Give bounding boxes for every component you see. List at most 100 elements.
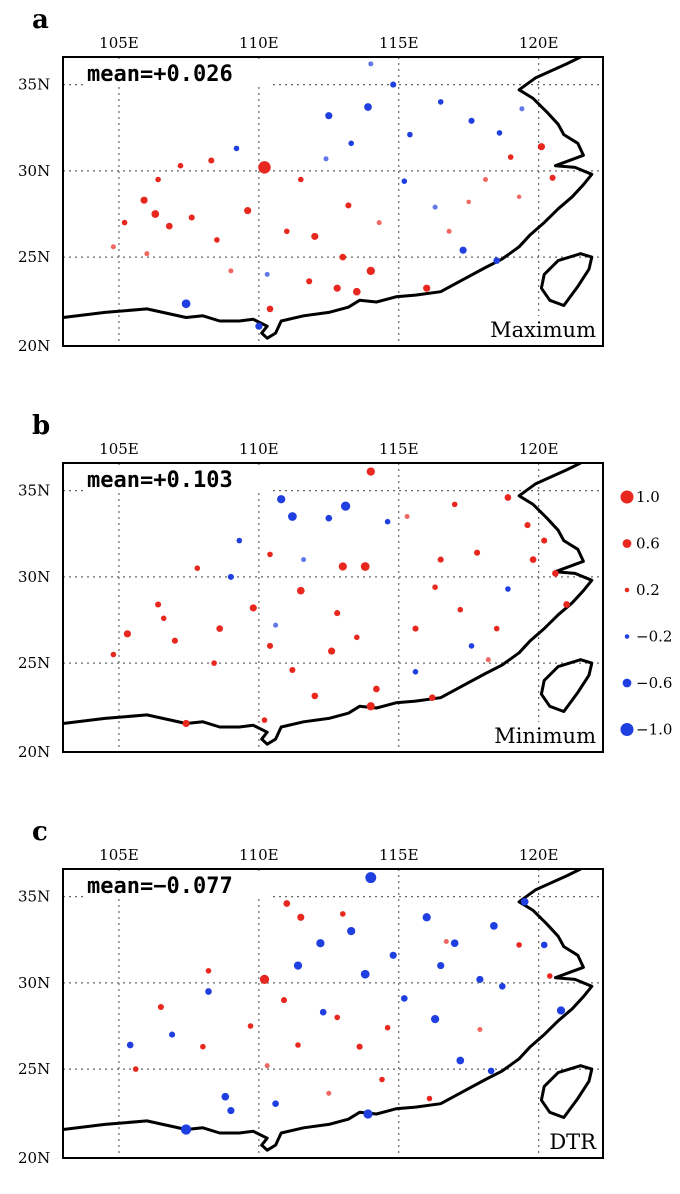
coastline <box>63 57 594 340</box>
station-dot-negative <box>255 322 263 330</box>
station-dot-negative <box>181 299 191 309</box>
station-dot-positive <box>466 199 471 205</box>
lat-tick-label: 35N <box>18 482 50 500</box>
station-dot-positive <box>339 253 347 261</box>
station-dot-positive <box>284 228 290 235</box>
station-dot-positive <box>155 176 161 183</box>
panel-b: b 105E 110E 115E 120E 35N 30N 25N 20N mean=+0.103… <box>18 411 604 761</box>
lat-tick-label: 35N <box>18 76 50 94</box>
legend-label: −0.2 <box>636 628 672 646</box>
lon-tick-label: 110E <box>239 34 279 52</box>
station-dot-negative <box>400 995 408 1002</box>
legend-label: 0.6 <box>636 535 660 553</box>
station-dot-negative <box>496 130 503 136</box>
station-dot-positive <box>333 284 341 292</box>
map-area <box>63 463 603 752</box>
station-dot-positive <box>295 1042 301 1048</box>
station-dot-positive <box>160 615 167 622</box>
station-dot-positive <box>345 202 352 209</box>
station-dot-negative <box>422 913 431 922</box>
variable-tag-background <box>498 722 599 749</box>
station-dot-negative <box>316 939 325 948</box>
station-dot-negative <box>264 271 270 277</box>
station-dot-positive <box>267 551 273 558</box>
mean-label-background <box>83 872 273 898</box>
station-dot-positive <box>289 666 296 674</box>
station-dot-positive <box>354 634 360 641</box>
station-dot-positive <box>529 556 537 563</box>
station-dot-negative <box>347 926 356 936</box>
legend-label: −1.0 <box>636 721 672 739</box>
station-dot-negative <box>227 1107 235 1115</box>
station-dot-negative <box>493 257 501 264</box>
lat-tick-label: 20N <box>18 1149 50 1167</box>
panel-letter: b <box>32 411 50 441</box>
station-dot-negative <box>227 573 234 580</box>
map-frame <box>62 462 604 753</box>
coastline <box>63 463 594 746</box>
station-dot-positive <box>132 1066 139 1072</box>
station-dot-positive <box>437 556 444 563</box>
station-dot-positive <box>360 562 370 571</box>
station-dot-negative <box>432 204 438 210</box>
variable-tag-background <box>550 1128 599 1155</box>
lon-tick-label: 115E <box>379 440 419 458</box>
station-dot-positive <box>493 625 500 632</box>
station-dot-positive <box>443 938 449 945</box>
station-dot-positive <box>121 219 128 226</box>
station-dot-positive <box>373 685 380 693</box>
lon-tick-label: 115E <box>379 34 419 52</box>
lat-tick-label: 30N <box>18 162 50 180</box>
station-dot-negative <box>293 961 303 970</box>
station-dot-negative <box>468 643 475 649</box>
station-dot-positive <box>200 1043 206 1050</box>
station-dot-positive <box>428 694 436 702</box>
station-dot-negative <box>169 1031 176 1038</box>
station-dot-positive <box>446 228 452 234</box>
station-dot-positive <box>214 237 220 243</box>
station-dot-positive <box>247 1023 254 1029</box>
taiwan-outline <box>539 1064 594 1119</box>
mean-label-background <box>83 466 273 492</box>
station-dot-positive <box>552 570 559 577</box>
station-dot-negative <box>519 106 525 112</box>
station-dot-negative <box>364 103 372 111</box>
lat-tick-label: 25N <box>18 1060 50 1078</box>
station-dot-positive <box>477 1026 483 1033</box>
station-dot-negative <box>437 99 444 105</box>
lat-tick-label: 20N <box>18 743 50 761</box>
station-dot-positive <box>451 501 458 508</box>
mean-label: mean=−0.077 <box>87 874 233 899</box>
station-dot-negative <box>273 622 279 628</box>
station-dot-positive <box>266 642 274 649</box>
station-dot-positive <box>205 968 212 974</box>
station-dot-negative <box>490 922 498 930</box>
lat-tick-label: 30N <box>18 568 50 586</box>
station-dot-negative <box>540 941 548 949</box>
station-dot-negative <box>487 1067 495 1075</box>
panel-c: c 105E 110E 115E 120E 35N 30N 25N 20N mean=−0.077… <box>18 817 604 1167</box>
station-dot-negative <box>272 1100 279 1108</box>
map-frame <box>62 56 604 347</box>
station-dot-positive <box>244 207 252 215</box>
mean-label-background <box>83 60 273 86</box>
lat-tick-label: 35N <box>18 888 50 906</box>
station-dot-positive <box>334 1014 340 1021</box>
legend-swatch <box>622 678 632 688</box>
station-dot-negative <box>498 982 506 990</box>
station-dot-positive <box>140 196 148 204</box>
station-dot-positive <box>123 630 131 638</box>
station-dot-positive <box>563 601 570 608</box>
station-dot-positive <box>366 266 375 276</box>
variable-tag: DTR <box>549 1130 597 1154</box>
station-dot-positive <box>258 161 271 174</box>
station-dot-positive <box>504 494 512 501</box>
station-dot-positive <box>412 625 419 632</box>
lon-tick-label: 105E <box>99 440 139 458</box>
legend-swatch <box>624 587 630 593</box>
legend: 1.0 0.6 0.2 −0.2 −0.6 −1.0 <box>620 488 672 739</box>
station-dot-positive <box>366 702 375 711</box>
station-dot-negative <box>389 951 397 959</box>
station-dot-positive <box>537 143 545 151</box>
